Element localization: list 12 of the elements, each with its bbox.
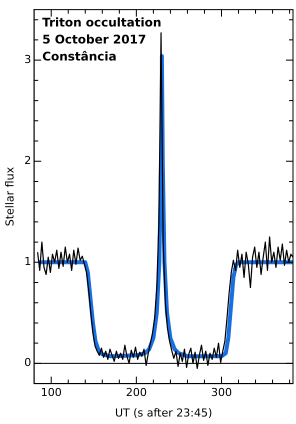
x-axis-title: UT (s after 23:45) bbox=[114, 406, 212, 420]
y-axis-title: Stellar flux bbox=[3, 166, 16, 226]
x-tick-label: 200 bbox=[126, 386, 147, 400]
text: Triton occultation bbox=[42, 16, 162, 30]
y-tick-label: 3 bbox=[24, 53, 32, 66]
y-tick-label: 0 bbox=[24, 356, 32, 370]
x-tick-label: 100 bbox=[40, 386, 62, 400]
y-tick-label: 2 bbox=[24, 154, 32, 168]
annotation: 5 October 2017 bbox=[42, 32, 146, 47]
x-tick-label: 300 bbox=[210, 386, 232, 400]
annotation: Constância bbox=[42, 50, 117, 64]
y-tick-label: 1 bbox=[24, 255, 32, 268]
